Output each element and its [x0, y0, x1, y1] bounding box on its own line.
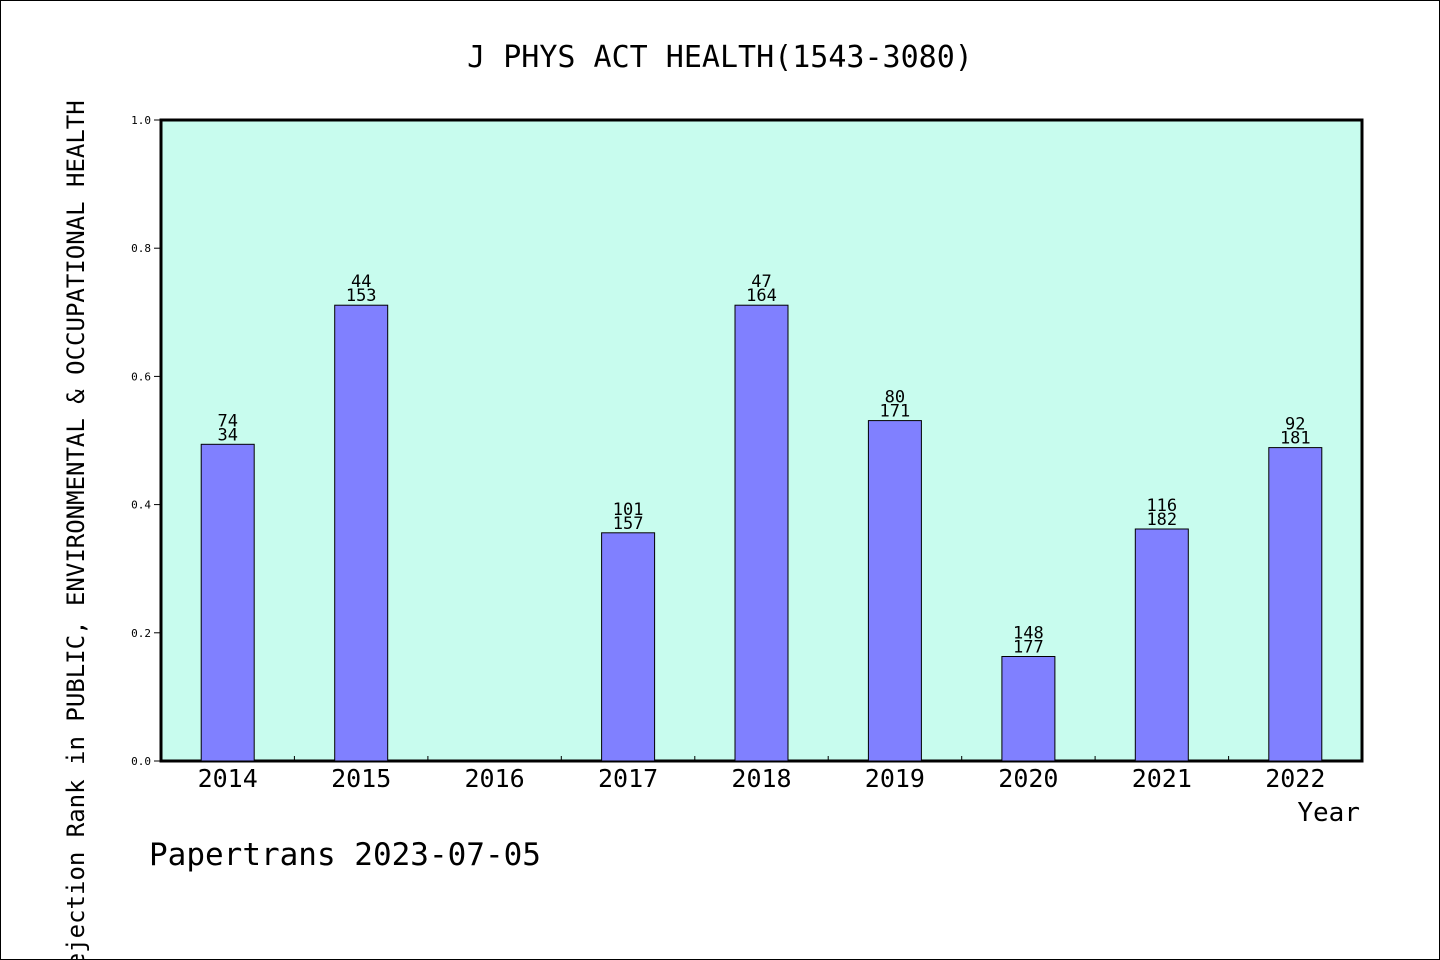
y-tick-label-0.6: 0.6 [131, 370, 151, 383]
y-tick-label-0.0: 0.0 [131, 755, 151, 768]
x-tick-label-2022: 2022 [1265, 764, 1325, 793]
data-label-bottom-2018: 164 [746, 286, 777, 306]
x-tick-label-2016: 2016 [464, 764, 524, 793]
x-axis: 2014 2015 2016 2017 2018 2019 2020 2021 2022 [198, 756, 1325, 793]
bar-2021 [1134, 528, 1189, 762]
footer-credit: Papertrans 2023-07-05 [149, 837, 541, 873]
data-label-bottom-2021: 182 [1146, 510, 1177, 530]
bar-2019 [867, 420, 922, 762]
bar-2017 [601, 532, 656, 762]
data-label-bottom-2015: 153 [346, 286, 377, 306]
chart-title: J PHYS ACT HEALTH(1543-3080) [467, 40, 973, 75]
x-tick-label-2015: 2015 [331, 764, 391, 793]
bar-2014 [200, 443, 255, 762]
y-tick-label-0.2: 0.2 [131, 627, 151, 640]
bar-2020 [1001, 656, 1056, 762]
data-label-bottom-2019: 171 [880, 402, 911, 422]
x-tick-label-2020: 2020 [998, 764, 1058, 793]
data-label-top-2017: 101 [613, 500, 644, 520]
bar-2018 [734, 304, 789, 762]
data-label-top-2020: 148 [1013, 624, 1044, 644]
bar-2015 [334, 304, 389, 762]
x-tick-label-2014: 2014 [198, 764, 258, 793]
data-label-top-2022: 92 [1285, 415, 1305, 435]
data-label-top-2021: 116 [1146, 496, 1177, 516]
x-tick-label-2021: 2021 [1132, 764, 1192, 793]
data-label-bottom-2017: 157 [613, 514, 644, 534]
bar-2022 [1268, 447, 1323, 762]
data-label-top-2018: 47 [751, 272, 771, 292]
data-label-bottom-2014: 34 [217, 425, 237, 445]
x-tick-label-2019: 2019 [865, 764, 925, 793]
x-axis-label: Year [1297, 798, 1360, 828]
y-tick-label-1.0: 1.0 [131, 114, 151, 127]
y-axis: 0.0 0.2 0.4 0.6 0.8 1.0 [131, 114, 161, 768]
data-label-top-2014: 74 [217, 411, 237, 431]
x-tick-label-2017: 2017 [598, 764, 658, 793]
data-label-top-2019: 80 [885, 388, 905, 408]
data-label-top-2015: 44 [351, 272, 371, 292]
bars-layer [200, 304, 1323, 762]
x-tick-label-2018: 2018 [731, 764, 791, 793]
data-label-bottom-2020: 177 [1013, 638, 1044, 658]
data-label-bottom-2022: 181 [1280, 429, 1311, 449]
y-axis-label: Rejection Rank in PUBLIC, ENVIRONMENTAL … [62, 100, 90, 959]
y-tick-label-0.4: 0.4 [131, 499, 151, 512]
y-tick-label-0.8: 0.8 [131, 242, 151, 255]
